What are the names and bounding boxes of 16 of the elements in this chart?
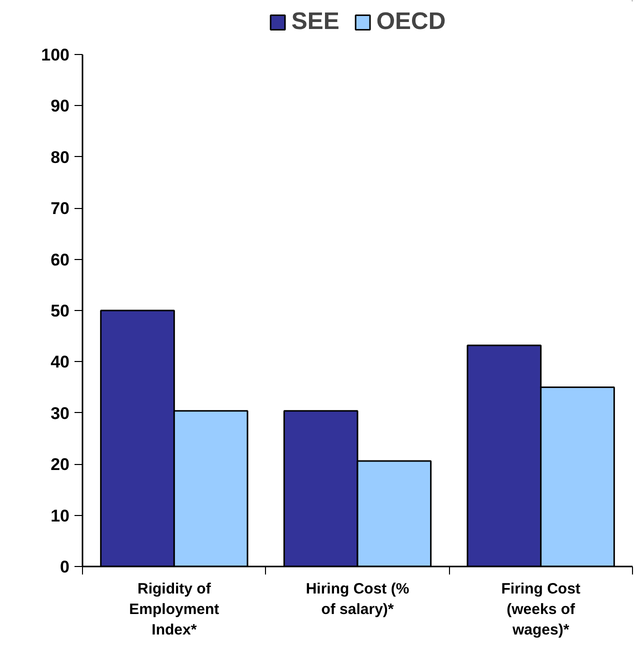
x-tick-label: Firing Cost (weeks of wages)* xyxy=(501,580,580,638)
y-tick-label: 60 xyxy=(50,250,70,270)
y-tick-label: 20 xyxy=(50,455,70,474)
y-tick-label: 40 xyxy=(50,352,70,372)
y-tick-label: 10 xyxy=(50,506,70,526)
y-tick-label: 100 xyxy=(41,46,70,64)
y-tick-label: 80 xyxy=(50,148,70,167)
y-tick-label: 70 xyxy=(50,199,70,218)
legend-label: OECD xyxy=(376,8,446,36)
x-tick-label: Rigidity of Employment Index* xyxy=(129,580,220,638)
y-tick-label: 0 xyxy=(60,558,70,576)
x-tick-label: Hiring Cost (% of salary)* xyxy=(306,580,410,618)
legend-label: SEE xyxy=(291,8,340,36)
y-tick-label: 30 xyxy=(50,404,70,423)
y-tick-label: 90 xyxy=(50,96,70,116)
y-tick-label: 50 xyxy=(50,302,70,320)
